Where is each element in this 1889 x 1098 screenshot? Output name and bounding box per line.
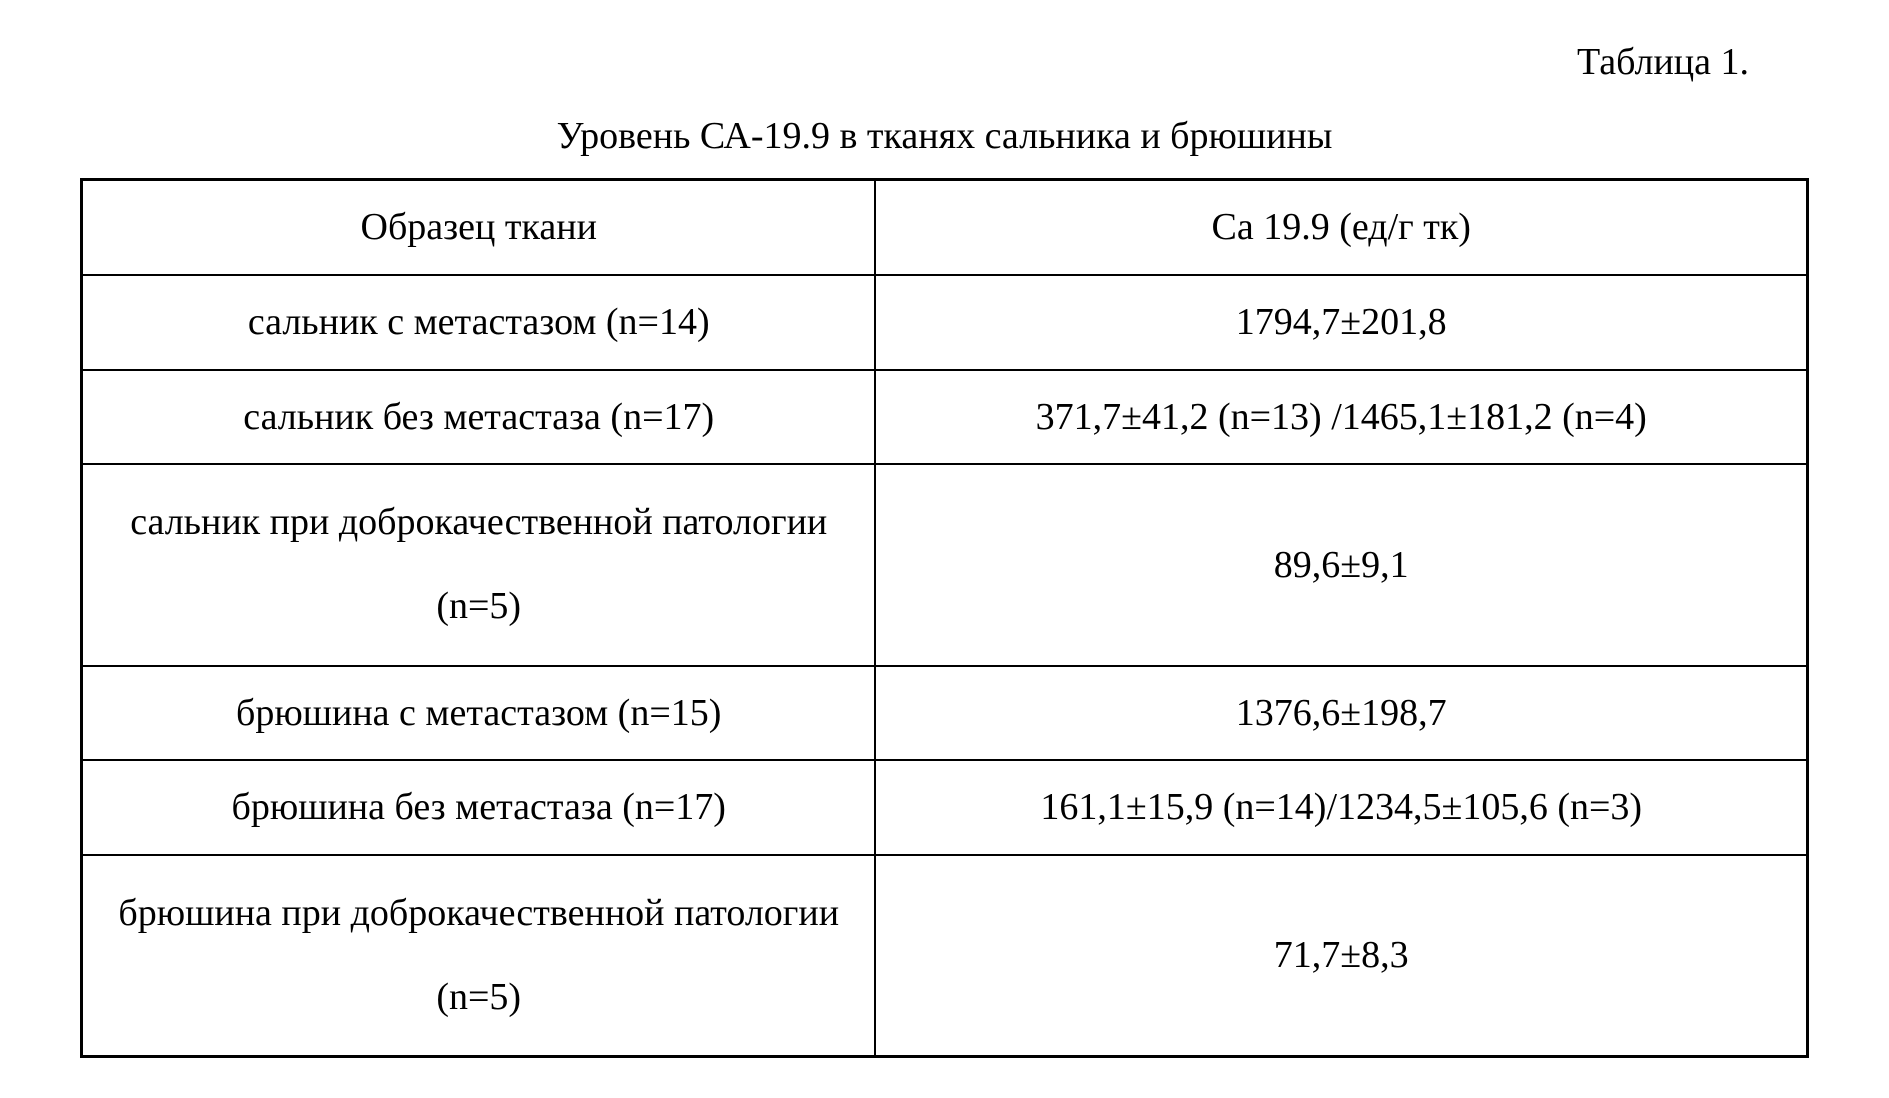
cell-value: 161,1±15,9 (n=14)/1234,5±105,6 (n=3) — [875, 760, 1807, 855]
cell-sample: сальник без метастаза (n=17) — [82, 370, 876, 465]
table-row: сальник при доброкачественной патологии … — [82, 464, 1808, 665]
cell-sample: сальник при доброкачественной патологии … — [82, 464, 876, 665]
table-row: брюшина без метастаза (n=17) 161,1±15,9 … — [82, 760, 1808, 855]
cell-sample: брюшина с метастазом (n=15) — [82, 666, 876, 761]
data-table: Образец ткани Са 19.9 (ед/г тк) сальник … — [80, 178, 1809, 1058]
cell-sample: брюшина при доброкачественной патологии … — [82, 855, 876, 1057]
cell-sample: брюшина без метастаза (n=17) — [82, 760, 876, 855]
table-row: брюшина с метастазом (n=15) 1376,6±198,7 — [82, 666, 1808, 761]
cell-value: 1376,6±198,7 — [875, 666, 1807, 761]
table-header-row: Образец ткани Са 19.9 (ед/г тк) — [82, 180, 1808, 275]
table-row: сальник без метастаза (n=17) 371,7±41,2 … — [82, 370, 1808, 465]
cell-value: 89,6±9,1 — [875, 464, 1807, 665]
cell-value: 1794,7±201,8 — [875, 275, 1807, 370]
table-caption: Уровень СА-19.9 в тканях сальника и брюш… — [80, 114, 1809, 158]
table-body: сальник с метастазом (n=14) 1794,7±201,8… — [82, 275, 1808, 1057]
table-number-label: Таблица 1. — [80, 40, 1809, 84]
cell-value: 71,7±8,3 — [875, 855, 1807, 1057]
table-row: сальник с метастазом (n=14) 1794,7±201,8 — [82, 275, 1808, 370]
cell-sample: сальник с метастазом (n=14) — [82, 275, 876, 370]
cell-value: 371,7±41,2 (n=13) /1465,1±181,2 (n=4) — [875, 370, 1807, 465]
column-header-sample: Образец ткани — [82, 180, 876, 275]
table-row: брюшина при доброкачественной патологии … — [82, 855, 1808, 1057]
column-header-value: Са 19.9 (ед/г тк) — [875, 180, 1807, 275]
